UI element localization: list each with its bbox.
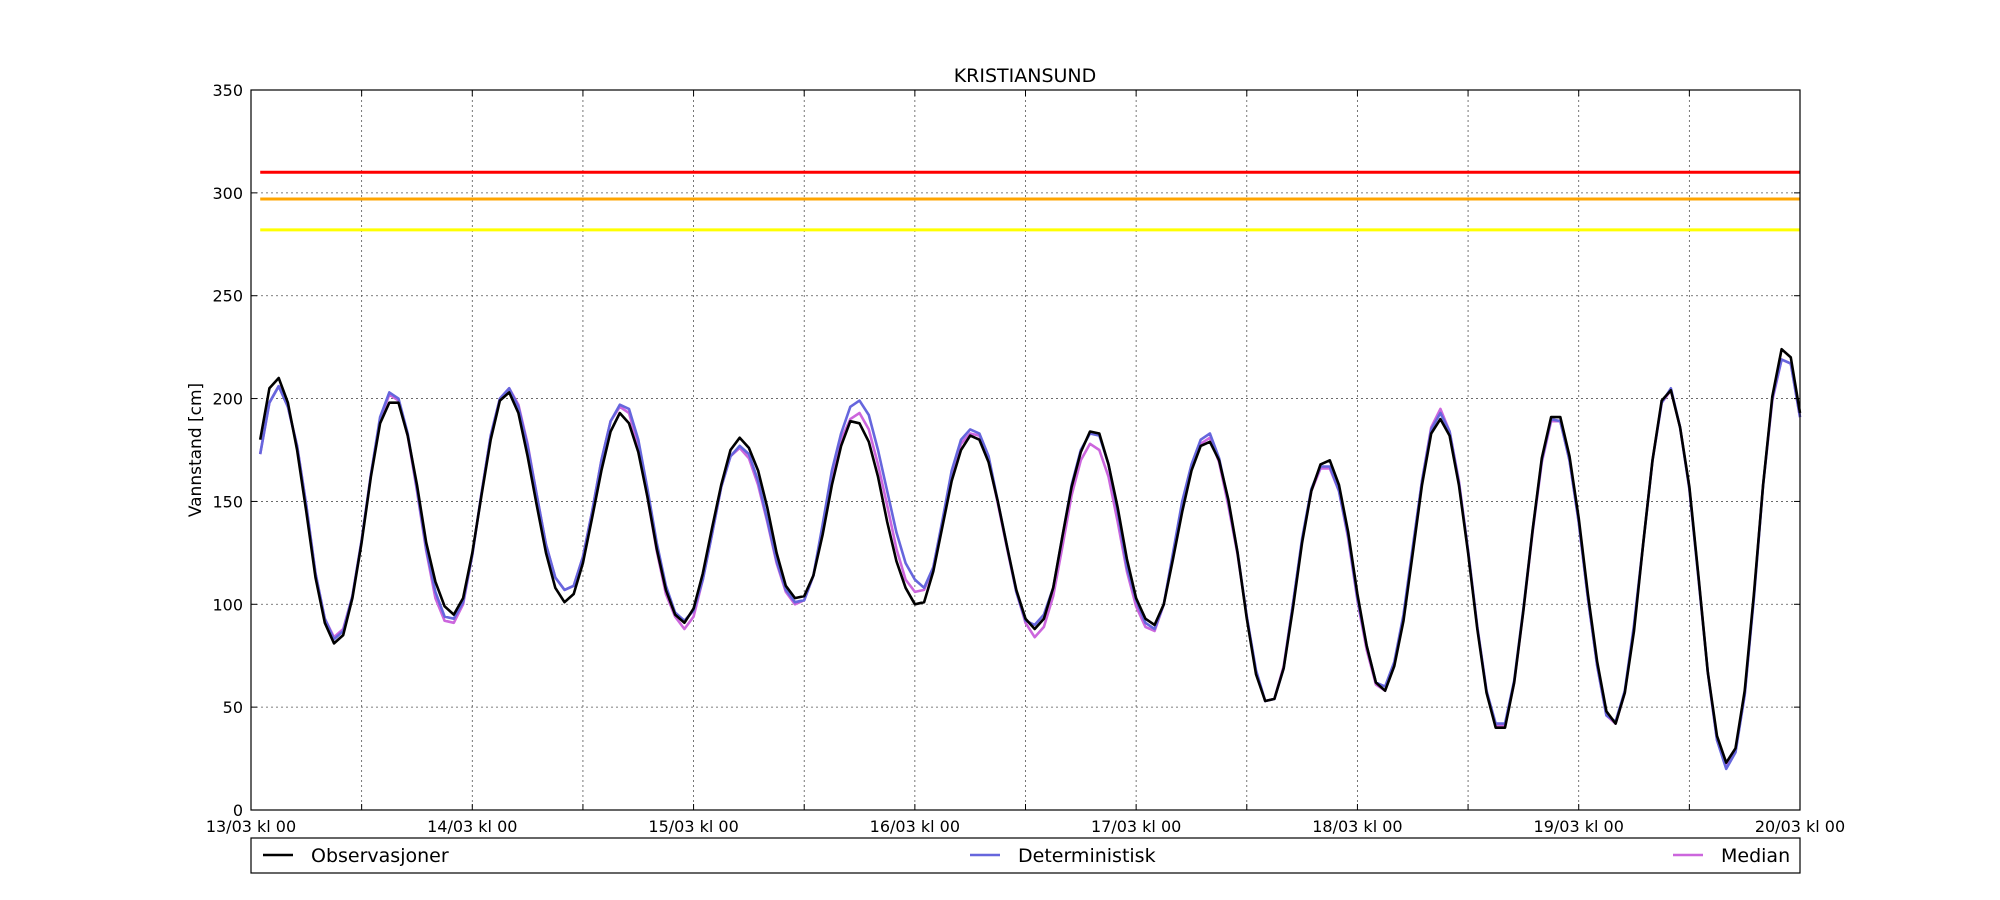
legend-frame [250,837,1801,874]
x-tick-label: 19/03 kl 00 [1534,817,1624,836]
y-tick-label: 200 [212,390,243,409]
legend-label: Deterministisk [1018,845,1156,867]
y-axis-ticks: 0 50 100 150 200 250 300 350 [212,81,1800,820]
x-tick-label: 14/03 kl 00 [427,817,517,836]
y-tick-label: 300 [212,184,243,203]
y-tick-label: 0 [233,801,243,820]
data-series [258,347,1802,771]
y-tick-label: 250 [212,287,243,306]
series-line-median [258,358,1802,769]
series-line-observasjoner [258,347,1802,765]
legend-label: Median [1721,845,1790,867]
grid-lines [251,90,1800,810]
x-axis-ticks: 13/03 kl 00 14/03 kl 00 15/03 kl 00 16/03 k… [206,90,1845,836]
x-tick-label: 16/03 kl 00 [870,817,960,836]
legend: Observasjoner Deterministisk Median [250,837,1801,874]
x-tick-label: 18/03 kl 00 [1312,817,1402,836]
y-tick-label: 150 [212,492,243,511]
y-tick-label: 350 [212,81,243,100]
y-tick-label: 100 [212,595,243,614]
threshold-lines [260,170,1800,232]
x-tick-label: 17/03 kl 00 [1091,817,1181,836]
x-tick-label: 15/03 kl 00 [648,817,738,836]
x-tick-label: 20/03 kl 00 [1755,817,1845,836]
y-axis-label: Vannstand [cm] [186,383,206,517]
chart-title: KRISTIANSUND [954,65,1097,87]
y-tick-label: 50 [223,698,243,717]
legend-label: Observasjoner [311,845,449,867]
x-tick-label: 13/03 kl 00 [206,817,296,836]
